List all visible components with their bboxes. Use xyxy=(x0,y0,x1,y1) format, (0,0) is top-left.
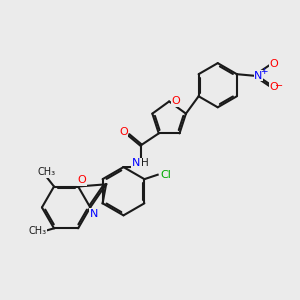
Text: N: N xyxy=(254,71,262,81)
Text: O: O xyxy=(119,127,128,137)
Text: H: H xyxy=(141,158,149,168)
Text: Cl: Cl xyxy=(160,170,171,180)
Text: O: O xyxy=(171,96,180,106)
Text: N: N xyxy=(90,209,98,219)
Text: N: N xyxy=(132,158,140,168)
Text: +: + xyxy=(260,67,268,76)
Text: −: − xyxy=(274,81,283,91)
Text: CH₃: CH₃ xyxy=(37,167,56,177)
Text: O: O xyxy=(269,82,278,92)
Text: CH₃: CH₃ xyxy=(28,226,46,236)
Text: O: O xyxy=(269,59,278,69)
Text: O: O xyxy=(77,175,86,185)
